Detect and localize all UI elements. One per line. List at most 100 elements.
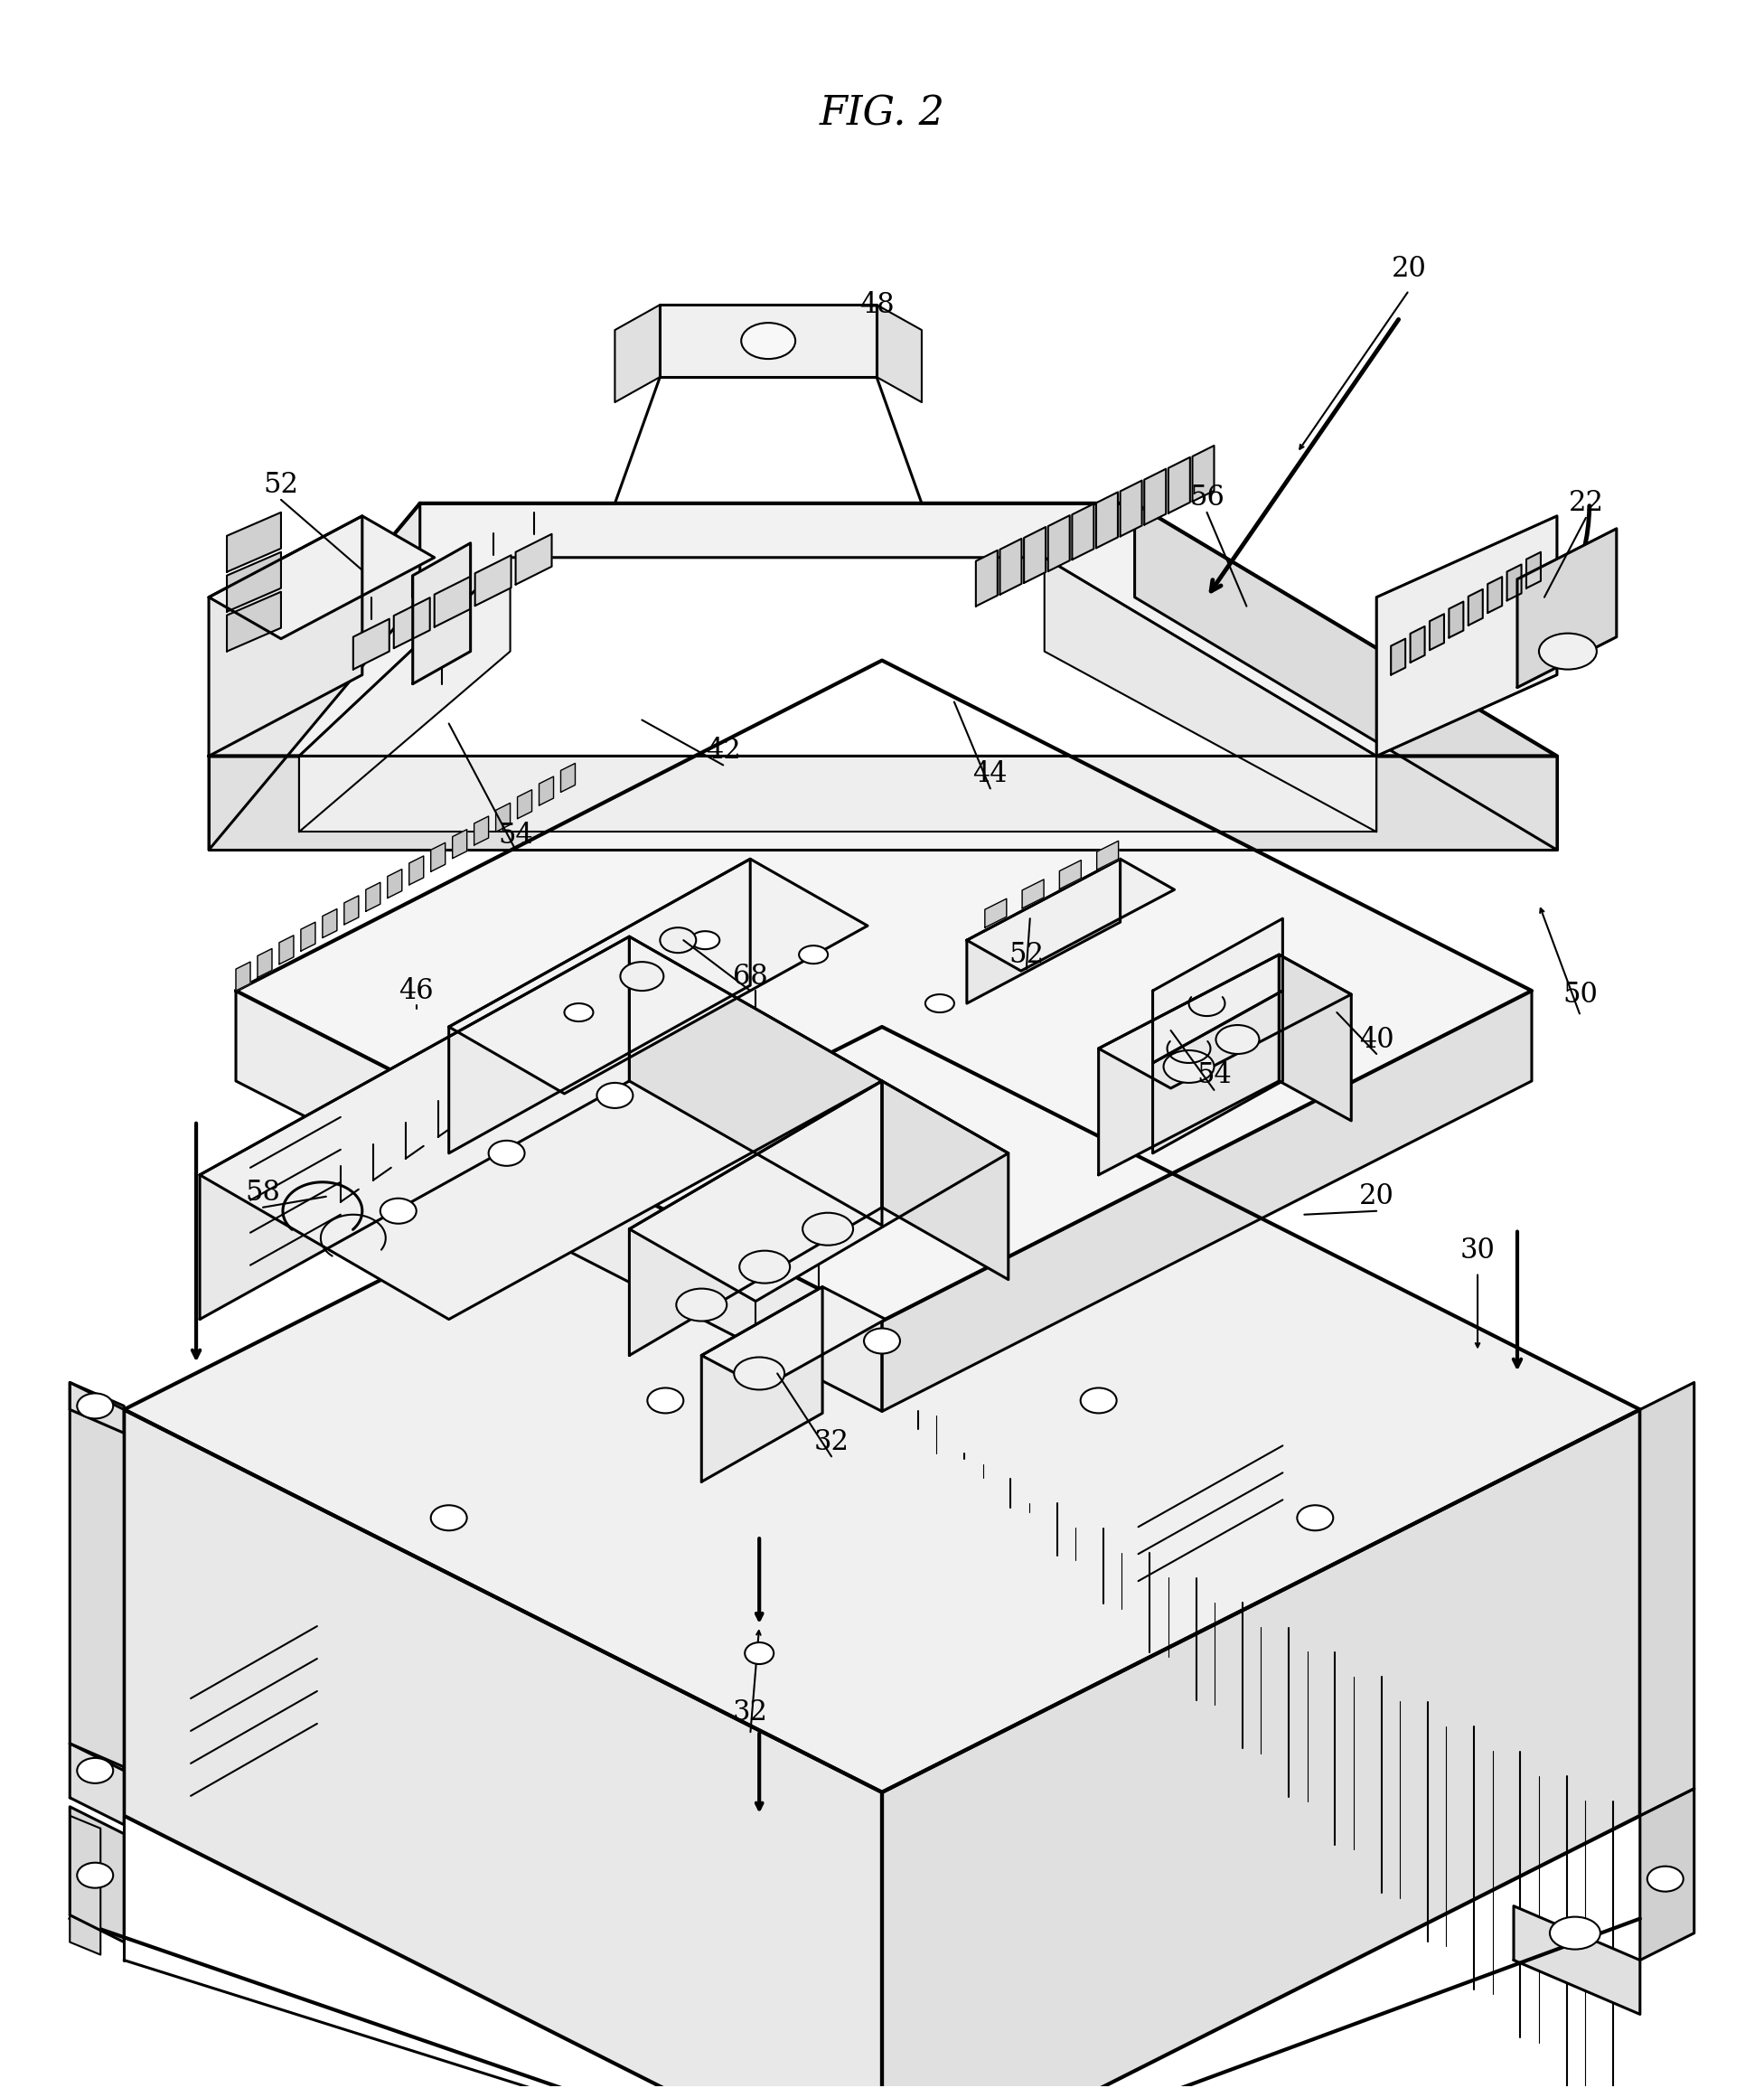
Polygon shape — [984, 898, 1007, 927]
Polygon shape — [1044, 557, 1376, 831]
Polygon shape — [353, 618, 390, 670]
Polygon shape — [71, 1806, 123, 1942]
Polygon shape — [236, 963, 250, 990]
Ellipse shape — [430, 1505, 467, 1531]
Ellipse shape — [734, 1357, 785, 1391]
Text: 42: 42 — [706, 737, 741, 764]
Polygon shape — [1023, 526, 1046, 583]
Polygon shape — [300, 557, 1376, 756]
Text: 52: 52 — [1009, 940, 1044, 969]
Polygon shape — [475, 816, 489, 846]
Polygon shape — [1641, 1789, 1693, 1961]
Text: 44: 44 — [974, 760, 1007, 787]
Polygon shape — [1168, 457, 1191, 514]
Polygon shape — [413, 543, 471, 685]
Ellipse shape — [621, 963, 663, 990]
Text: 54: 54 — [497, 821, 533, 850]
Polygon shape — [279, 935, 293, 965]
Ellipse shape — [691, 931, 720, 950]
Polygon shape — [258, 948, 272, 977]
Ellipse shape — [1297, 1505, 1334, 1531]
Polygon shape — [1120, 480, 1141, 537]
Ellipse shape — [926, 994, 954, 1013]
Polygon shape — [1073, 503, 1094, 560]
Polygon shape — [1506, 564, 1521, 601]
Polygon shape — [393, 597, 430, 647]
Polygon shape — [1526, 551, 1540, 589]
Polygon shape — [199, 938, 882, 1320]
Ellipse shape — [1215, 1025, 1259, 1054]
Polygon shape — [1487, 576, 1503, 614]
Polygon shape — [1152, 990, 1282, 1153]
Polygon shape — [1409, 626, 1425, 662]
Ellipse shape — [596, 1084, 633, 1109]
Polygon shape — [630, 1082, 1009, 1301]
Polygon shape — [123, 1409, 882, 2088]
Polygon shape — [236, 990, 882, 1411]
Ellipse shape — [489, 1140, 524, 1165]
Polygon shape — [448, 858, 868, 1094]
Polygon shape — [236, 660, 1531, 1322]
Ellipse shape — [739, 1251, 790, 1284]
Polygon shape — [1514, 1906, 1641, 2015]
Polygon shape — [71, 1382, 123, 1766]
Polygon shape — [430, 844, 445, 871]
Polygon shape — [561, 764, 575, 791]
Ellipse shape — [1081, 1389, 1117, 1414]
Polygon shape — [515, 535, 552, 585]
Polygon shape — [1468, 589, 1484, 624]
Polygon shape — [1097, 841, 1118, 871]
Ellipse shape — [660, 927, 697, 952]
Polygon shape — [1448, 601, 1464, 637]
Polygon shape — [1134, 503, 1558, 850]
Ellipse shape — [78, 1393, 113, 1418]
Ellipse shape — [564, 1004, 593, 1021]
Polygon shape — [1429, 614, 1445, 649]
Polygon shape — [1376, 516, 1558, 756]
Polygon shape — [630, 1082, 882, 1355]
Polygon shape — [409, 856, 423, 885]
Polygon shape — [967, 858, 1120, 1004]
Polygon shape — [702, 1286, 886, 1389]
Polygon shape — [208, 516, 434, 639]
Polygon shape — [475, 555, 512, 606]
Polygon shape — [208, 516, 362, 756]
Polygon shape — [199, 938, 630, 1320]
Polygon shape — [448, 858, 750, 1153]
Text: 68: 68 — [732, 963, 767, 990]
Polygon shape — [877, 305, 923, 403]
Polygon shape — [1099, 954, 1351, 1088]
Text: 20: 20 — [1392, 255, 1427, 282]
Text: 50: 50 — [1563, 981, 1598, 1009]
Polygon shape — [616, 305, 660, 403]
Polygon shape — [630, 938, 882, 1226]
Polygon shape — [388, 869, 402, 898]
Text: 54: 54 — [1196, 1061, 1231, 1090]
Polygon shape — [496, 804, 510, 831]
Polygon shape — [344, 896, 358, 925]
Text: 52: 52 — [263, 472, 298, 499]
Text: 20: 20 — [1358, 1182, 1394, 1211]
Polygon shape — [1192, 445, 1214, 501]
Ellipse shape — [1538, 633, 1596, 670]
Polygon shape — [702, 1286, 822, 1482]
Ellipse shape — [381, 1199, 416, 1224]
Ellipse shape — [78, 1862, 113, 1888]
Polygon shape — [1000, 539, 1021, 595]
Polygon shape — [208, 756, 1558, 850]
Polygon shape — [660, 305, 877, 378]
Polygon shape — [208, 503, 1558, 756]
Polygon shape — [365, 883, 381, 910]
Text: 48: 48 — [859, 290, 894, 319]
Ellipse shape — [1551, 1917, 1600, 1950]
Ellipse shape — [803, 1213, 854, 1244]
Polygon shape — [300, 557, 510, 831]
Polygon shape — [208, 503, 420, 850]
Polygon shape — [452, 829, 467, 858]
Ellipse shape — [78, 1758, 113, 1783]
Polygon shape — [1021, 879, 1044, 908]
Polygon shape — [300, 756, 1376, 831]
Text: 46: 46 — [399, 977, 434, 1004]
Ellipse shape — [676, 1288, 727, 1322]
Polygon shape — [975, 551, 997, 606]
